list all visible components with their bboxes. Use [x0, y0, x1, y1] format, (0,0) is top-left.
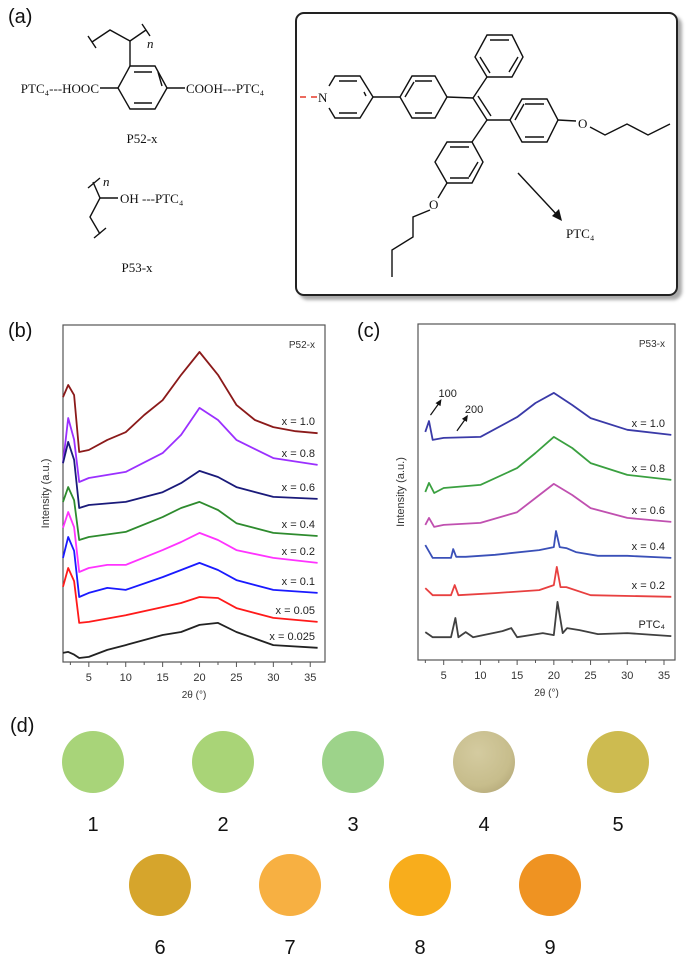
plot-frame	[62, 324, 326, 663]
sample-disc	[453, 731, 515, 793]
y-axis-label: Intensity (a.u.)	[40, 459, 52, 529]
arrow-to-ptc4	[517, 172, 559, 217]
series-line	[62, 536, 318, 598]
series-label: x = 0.05	[276, 605, 315, 617]
panel-label-b: (b)	[8, 320, 33, 342]
series-line	[62, 567, 318, 624]
series-line	[62, 486, 318, 541]
x-tick-label: 15	[157, 672, 169, 684]
x-tick-label: 30	[267, 672, 279, 684]
ptc4-label: PTC₄	[566, 226, 595, 241]
x-tick-label: 25	[230, 672, 242, 684]
sample-number: 2	[217, 814, 229, 836]
x-tick-label: 35	[304, 672, 316, 684]
xrd-chart-p52: 5 10 15 20 25 30 35 2θ (°) Intensity (a.u.) P52-x…	[40, 324, 326, 701]
p53-n-subscript: n	[103, 174, 110, 189]
phenyl-ring-bottom	[434, 141, 484, 184]
series-label: x = 1.0	[282, 416, 315, 428]
p52-left-group: PTC₄---HOOC	[21, 81, 99, 96]
chart-title: P52-x	[289, 340, 315, 351]
series-label: x = 0.2	[282, 546, 315, 558]
x-tick-label: 10	[120, 672, 132, 684]
tpe-structure-box	[295, 12, 678, 296]
sample-disc	[587, 731, 649, 793]
sample-number: 9	[544, 937, 556, 959]
series-line	[62, 622, 318, 659]
p53-backbone	[89, 181, 101, 235]
x-tick-label: 5	[86, 672, 92, 684]
alkene-double-bond	[472, 95, 492, 121]
phenyl-ring-top	[474, 34, 524, 78]
panel-label-d: (d)	[10, 715, 35, 737]
p52-n-subscript: n	[147, 36, 154, 51]
sample-number: 3	[347, 814, 359, 836]
p52-backbone	[91, 29, 147, 43]
series-label: x = 0.025	[269, 631, 315, 643]
series-line	[62, 441, 318, 509]
x-tick-label: 20	[193, 672, 205, 684]
sample-number: 4	[478, 814, 490, 836]
sample-disc	[519, 854, 581, 916]
oxygen-atom-right: O	[578, 116, 587, 131]
series-label: x = 0.1	[282, 576, 315, 588]
sample-number: 1	[87, 814, 99, 836]
series-line	[62, 407, 318, 483]
nitrogen-atom: N	[318, 90, 328, 105]
series-label: x = 0.8	[282, 448, 315, 460]
oxygen-atom-bottom: O	[429, 197, 438, 212]
sample-number: 5	[612, 814, 624, 836]
series-line	[62, 351, 318, 453]
p52-right-group: COOH---PTC₄	[186, 81, 265, 96]
x-axis-label: 2θ (°)	[182, 690, 207, 701]
sample-disc	[192, 731, 254, 793]
panel-label-c: (c)	[357, 320, 381, 342]
sample-disc	[62, 731, 124, 793]
panel-label-a: (a)	[8, 6, 33, 28]
series-label: x = 0.6	[282, 482, 315, 494]
sample-number: 7	[284, 937, 296, 959]
sample-number: 8	[414, 937, 426, 959]
sample-number: 6	[154, 937, 166, 959]
p53-name: P53-x	[121, 260, 153, 275]
tpe-structure: N O O PTC₄	[300, 34, 671, 277]
sample-disc	[129, 854, 191, 916]
series-line	[62, 511, 318, 573]
p53-group: OH ---PTC₄	[120, 191, 184, 206]
p52-name: P52-x	[126, 131, 158, 146]
sample-disc	[322, 731, 384, 793]
sample-disc	[259, 854, 321, 916]
series-label: x = 0.4	[282, 519, 315, 531]
sample-disc	[389, 854, 451, 916]
polymer-structures: PTC₄---HOOC COOH---PTC₄ n P52-x OH ---PT…	[21, 23, 265, 275]
